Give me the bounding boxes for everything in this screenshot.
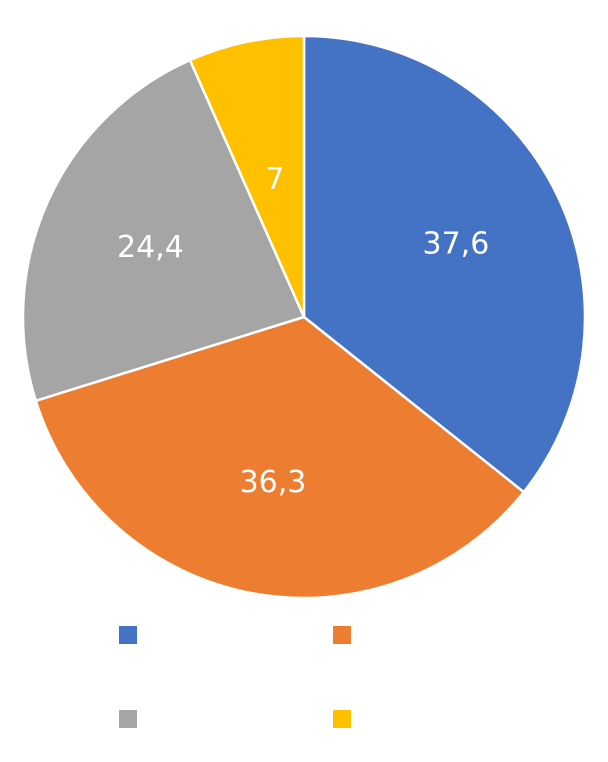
pie-slices (21, 34, 587, 600)
pie-slice-3 (21, 58, 306, 403)
legend-swatch-1 (119, 626, 137, 644)
legend-swatch-4 (333, 710, 351, 728)
pie-slice-1 (302, 34, 587, 494)
pie-data-labels: 37,6 36,3 24,4 7 (117, 162, 489, 500)
pie-slice-4 (188, 34, 306, 319)
legend (119, 626, 351, 728)
data-label-1: 37,6 (422, 226, 489, 261)
pie-slice-2 (34, 315, 526, 600)
legend-swatch-2 (333, 626, 351, 644)
legend-swatch-3 (119, 710, 137, 728)
data-label-4: 7 (265, 162, 284, 197)
data-label-2: 36,3 (240, 465, 307, 500)
data-label-3: 24,4 (117, 230, 184, 265)
